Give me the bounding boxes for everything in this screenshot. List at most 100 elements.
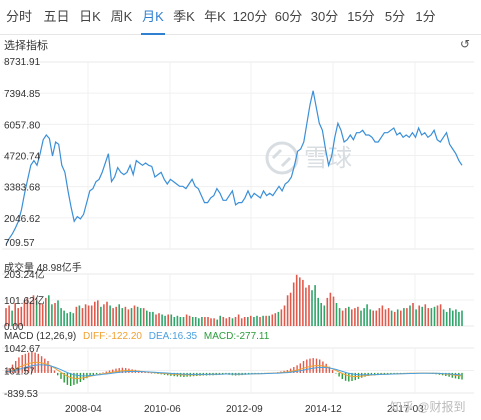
macd-bar <box>73 372 75 385</box>
volume-bar <box>198 318 200 326</box>
volume-bar <box>289 292 292 326</box>
volume-bar <box>329 292 332 326</box>
volume-bar <box>222 317 225 326</box>
macd-bar <box>105 371 107 373</box>
tab-6[interactable]: 年K <box>204 9 226 24</box>
volume-bar <box>51 304 53 326</box>
price-y-tick: 3383.68 <box>4 183 41 194</box>
volume-bar <box>69 311 72 326</box>
macd-bar <box>115 368 117 373</box>
undo-icon[interactable]: ↺ <box>459 37 471 51</box>
macd-bar <box>289 368 292 373</box>
tab-8[interactable]: 60分 <box>274 9 303 24</box>
volume-bar <box>127 309 130 326</box>
watermark-credit: 知乎 @财报到 <box>390 400 466 414</box>
volume-bar <box>201 317 203 326</box>
tab-0[interactable]: 分时 <box>5 9 32 24</box>
volume-bar <box>240 318 243 326</box>
volume-bar <box>357 306 359 326</box>
volume-bar <box>311 290 313 326</box>
volume-bar <box>17 308 19 326</box>
volume-bar <box>326 297 329 326</box>
volume-bar <box>243 317 246 326</box>
volume-bar <box>38 303 41 326</box>
macd-bar <box>348 372 350 382</box>
volume-bar <box>219 315 221 326</box>
tab-2[interactable]: 日K <box>79 9 101 24</box>
volume-bar <box>191 317 194 326</box>
volume-bar <box>409 305 411 326</box>
volume-bar <box>277 311 280 326</box>
volume-bar <box>130 308 133 326</box>
volume-bar <box>256 315 258 326</box>
macd-bar <box>8 368 10 373</box>
tab-5[interactable]: 季K <box>173 9 195 24</box>
kline-chart[interactable]: 雪球 8731.91 7394.85 6057.80 4720.74 3383.68 20… <box>0 54 481 420</box>
volume-bar <box>87 305 90 326</box>
volume-bar <box>182 317 185 326</box>
volume-bar <box>23 300 26 326</box>
volume-bar <box>234 317 237 326</box>
indicator-select[interactable]: 选择指标 <box>4 40 48 52</box>
tab-4[interactable]: 月K <box>138 0 168 35</box>
volume-bar <box>436 305 439 326</box>
volume-bar <box>421 306 423 326</box>
volume-bar <box>161 314 163 326</box>
price-grid <box>2 61 474 250</box>
tab-10[interactable]: 15分 <box>347 9 375 24</box>
volume-bar <box>78 305 81 326</box>
volume-bar <box>231 318 234 326</box>
volume-bar <box>90 305 93 326</box>
x-tick-label: 2014-12 <box>305 404 342 415</box>
volume-bar <box>97 300 99 326</box>
volume-bar <box>247 317 249 326</box>
macd-histogram <box>5 351 463 386</box>
macd-legend: MACD (12,26,9) DIFF:-122.20 DEA:16.35 MA… <box>4 331 273 342</box>
volume-bar <box>204 317 206 326</box>
x-tick-label: 2012-09 <box>226 404 263 415</box>
price-y-tick: 8731.91 <box>4 57 41 68</box>
volume-bar <box>351 309 353 326</box>
volume-bar <box>332 296 335 326</box>
x-tick-label: 2010-06 <box>144 404 181 415</box>
macd-bar <box>293 367 295 373</box>
volume-bar <box>170 314 173 326</box>
volume-y-ticks: 203.24亿 101.62亿 0.00 <box>4 268 45 333</box>
volume-bar <box>152 311 154 326</box>
tab-1[interactable]: 五日 <box>43 9 70 24</box>
x-axis: 2008-04 2010-06 2012-09 2014-12 2017-03 <box>65 404 424 415</box>
volume-bar <box>433 306 436 326</box>
volume-bar <box>314 285 316 326</box>
tab-9[interactable]: 30分 <box>310 9 339 24</box>
volume-bar <box>458 311 460 326</box>
volume-bar <box>396 309 399 326</box>
volume-bar <box>121 308 124 326</box>
price-series <box>5 90 463 245</box>
macd-bar <box>461 372 463 380</box>
macd-bar <box>44 358 46 373</box>
volume-bar <box>305 287 307 326</box>
macd-macd-value: MACD:-277.11 <box>203 331 270 342</box>
volume-bar <box>265 315 267 326</box>
volume-bar <box>216 319 218 326</box>
macd-bar <box>21 355 23 373</box>
tab-3[interactable]: 周K <box>110 9 133 24</box>
volume-bar <box>139 308 142 326</box>
volume-bar <box>155 314 157 326</box>
volume-bar <box>94 301 96 326</box>
volume-bar <box>115 306 117 326</box>
volume-bar <box>35 300 38 326</box>
volume-bar <box>268 315 270 326</box>
volume-bar <box>109 305 111 326</box>
volume-bar <box>320 303 322 326</box>
volume-bar <box>375 310 378 326</box>
volume-bar <box>194 317 197 326</box>
volume-bar <box>118 304 120 326</box>
volume-bar <box>72 313 75 326</box>
tab-7[interactable]: 120分 <box>232 9 268 24</box>
volume-bar <box>344 308 347 326</box>
tab-12[interactable]: 1分 <box>415 9 436 24</box>
tab-11[interactable]: 5分 <box>384 9 406 24</box>
macd-bar <box>150 372 153 374</box>
volume-bar <box>8 305 10 326</box>
